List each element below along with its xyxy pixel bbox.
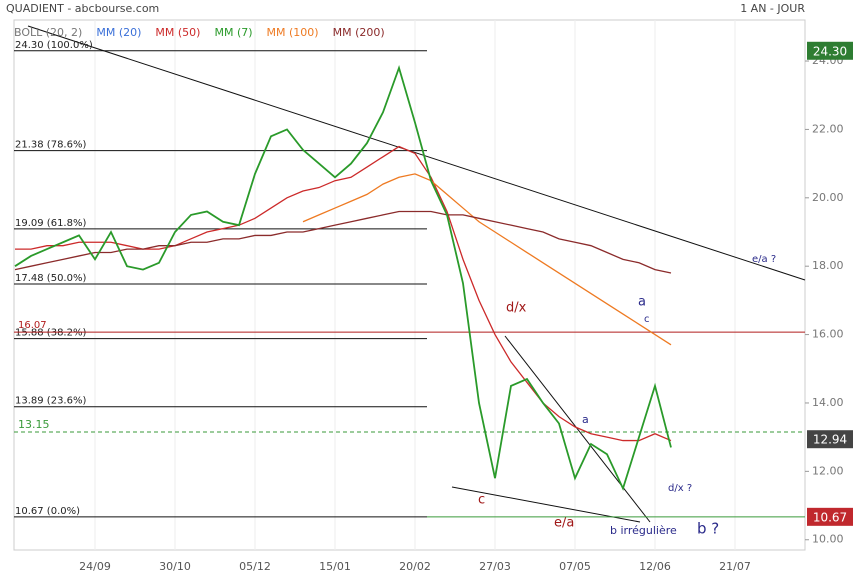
price-tag-label: 12.94 bbox=[813, 433, 847, 447]
x-tick-label: 15/01 bbox=[319, 560, 351, 573]
y-tick-label: 12.00 bbox=[812, 464, 844, 477]
dashed-label: 13.15 bbox=[18, 418, 50, 431]
plot-frame bbox=[13, 19, 806, 551]
y-tick-label: 18.00 bbox=[812, 259, 844, 272]
legend-entry: MM (200) bbox=[333, 26, 385, 39]
legend-entry: MM (7) bbox=[214, 26, 252, 39]
annotation: e/a ? bbox=[752, 254, 776, 265]
ma-line bbox=[15, 145, 672, 442]
price-tag bbox=[807, 430, 853, 449]
annotation: c bbox=[644, 314, 650, 325]
y-tick-label: 10.00 bbox=[812, 533, 844, 546]
price-tag-label: 24.30 bbox=[813, 44, 847, 58]
period: 1 AN - JOUR bbox=[740, 2, 805, 15]
trend-line bbox=[27, 25, 806, 281]
annotation: a bbox=[638, 295, 646, 310]
price-line bbox=[14, 64, 672, 491]
fib-label: 10.67 (0.0%) bbox=[15, 506, 80, 517]
x-tick-label: 27/03 bbox=[479, 560, 511, 573]
annotation: b ? bbox=[697, 520, 719, 538]
fib-label: 13.89 (23.6%) bbox=[15, 396, 86, 407]
annotation: d/x bbox=[506, 301, 527, 316]
annotation: a bbox=[582, 413, 589, 426]
x-tick-label: 30/10 bbox=[159, 560, 191, 573]
fib-label: 19.09 (61.8%) bbox=[15, 218, 86, 229]
legend-entry: MM (100) bbox=[267, 26, 319, 39]
x-tick-label: 07/05 bbox=[559, 560, 591, 573]
y-tick-label: 14.00 bbox=[812, 396, 844, 409]
fib-label: 24.30 (100.0%) bbox=[15, 40, 93, 51]
fib-label: 17.48 (50.0%) bbox=[15, 273, 86, 284]
x-tick-label: 05/12 bbox=[239, 560, 271, 573]
legend-entry: MM (50) bbox=[155, 26, 200, 39]
legend-entry: MM (20) bbox=[96, 26, 141, 39]
trend-line bbox=[451, 486, 641, 523]
resistance-label: 16.07 bbox=[18, 320, 47, 331]
fib-label: 21.38 (78.6%) bbox=[15, 140, 86, 151]
fib-label: 15.88 (38.2%) bbox=[15, 328, 86, 339]
price-tag bbox=[807, 41, 853, 60]
x-tick-label: 21/07 bbox=[719, 560, 751, 573]
y-tick-label: 22.00 bbox=[812, 122, 844, 135]
price-tag-label: 10.67 bbox=[813, 510, 847, 524]
ma-line bbox=[14, 210, 672, 274]
ma-line bbox=[302, 173, 672, 346]
page-title: QUADIENT - abcbourse.com bbox=[6, 2, 159, 15]
trend-line bbox=[504, 335, 651, 523]
x-tick-label: 24/09 bbox=[79, 560, 111, 573]
annotation: b irrégulière bbox=[610, 524, 677, 537]
x-tick-label: 12/06 bbox=[639, 560, 671, 573]
y-tick-label: 16.00 bbox=[812, 328, 844, 341]
x-tick-label: 20/02 bbox=[399, 560, 431, 573]
y-tick-label: 20.00 bbox=[812, 191, 844, 204]
legend-entry: BOLL (20, 2) bbox=[14, 26, 82, 39]
annotation: c bbox=[478, 493, 485, 508]
annotation: e/a bbox=[554, 516, 574, 531]
price-tag bbox=[807, 507, 853, 526]
annotation: d/x ? bbox=[668, 483, 692, 494]
